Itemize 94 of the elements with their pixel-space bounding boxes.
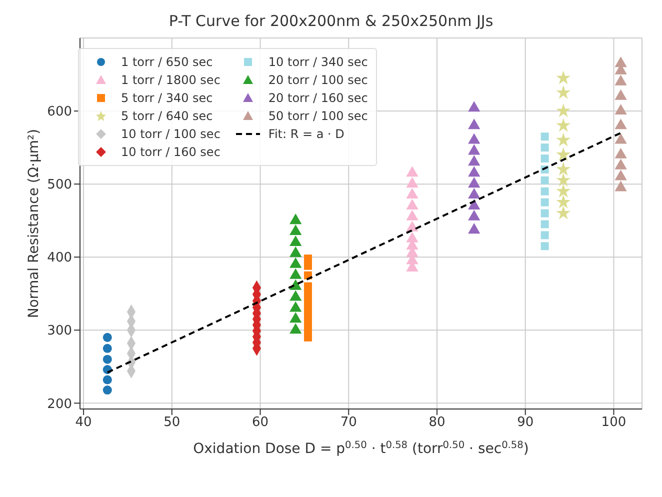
point (556, 85, 571, 99)
point (102, 375, 112, 384)
point (614, 180, 627, 192)
point (540, 187, 549, 196)
point (614, 133, 627, 144)
point (406, 177, 418, 188)
legend-label: 20 torr / 160 sec (268, 91, 368, 105)
point (614, 170, 627, 180)
x-tick-label: 60 (252, 415, 269, 430)
point (614, 104, 627, 115)
point (614, 148, 627, 158)
y-tick-label: 600 (47, 104, 72, 120)
point (556, 162, 571, 176)
point (290, 301, 302, 312)
point (406, 210, 418, 220)
point (556, 206, 571, 220)
point (406, 188, 418, 199)
x-tick-label: 90 (517, 415, 534, 430)
x-tick-label: 70 (340, 415, 357, 430)
point (406, 166, 418, 177)
point (614, 89, 627, 100)
point (290, 235, 302, 246)
y-tick-label: 300 (47, 324, 72, 339)
point (468, 210, 480, 220)
point (304, 312, 312, 320)
point (556, 172, 571, 187)
legend-label: Fit: R = a · D (268, 127, 344, 141)
point (556, 147, 571, 161)
point (290, 268, 302, 279)
point (540, 154, 549, 162)
legend-label: 5 torr / 640 sec (121, 109, 213, 123)
y-tick-label: 400 (47, 250, 72, 266)
point (290, 312, 302, 323)
point (556, 184, 571, 198)
point (290, 290, 302, 301)
legend-label: 10 torr / 100 sec (121, 127, 220, 141)
legend-label: 1 torr / 650 sec (121, 55, 213, 69)
point (468, 166, 480, 177)
point (468, 144, 480, 155)
point (540, 242, 549, 250)
point (290, 214, 302, 224)
point (556, 132, 571, 146)
point (468, 101, 480, 112)
y-tick-label: 500 (47, 178, 72, 193)
point (290, 246, 302, 257)
point (556, 70, 571, 84)
point (468, 133, 480, 144)
chart-title: P-T Curve for 200x200nm & 250x250nm JJs (168, 12, 494, 30)
point (304, 254, 312, 263)
point (468, 188, 480, 199)
point (468, 118, 480, 130)
point (468, 177, 480, 188)
point (304, 333, 312, 342)
point (556, 103, 571, 118)
point (540, 176, 549, 184)
legend-label: 10 torr / 340 sec (268, 55, 368, 69)
y-axis-title: Normal Resistance (Ω·μm²) (26, 128, 42, 318)
legend-label: 1 torr / 1800 sec (121, 73, 220, 87)
text: Oxidation Dose D = p$^{0.50}$ · t$^{0.58}$ (torr$^{0.50}$ · sec$^{0.58}$) (193, 440, 529, 457)
point (290, 257, 302, 268)
point (540, 198, 549, 206)
x-tick-label: 80 (428, 415, 446, 430)
y-tick-label: 200 (47, 396, 72, 412)
x-tick-label: 50 (164, 415, 180, 430)
point (614, 74, 627, 86)
point (304, 262, 312, 270)
point (468, 223, 480, 234)
point (406, 232, 418, 242)
point (102, 386, 112, 395)
point (556, 194, 571, 208)
point (304, 296, 312, 305)
point (614, 158, 627, 170)
point (614, 56, 627, 68)
legend-label: 20 torr / 100 sec (268, 73, 368, 87)
point (614, 118, 627, 130)
point (102, 344, 112, 353)
point (540, 209, 549, 218)
point (468, 155, 480, 166)
point (468, 198, 480, 210)
point (304, 318, 312, 327)
point (406, 198, 418, 210)
point (540, 231, 549, 240)
point (290, 323, 302, 334)
legend-label: 5 torr / 340 sec (121, 91, 213, 105)
point (102, 332, 112, 342)
point (102, 354, 112, 364)
point (540, 220, 549, 228)
point (290, 224, 302, 236)
legend-label: 50 torr / 100 sec (268, 109, 368, 123)
x-tick-label: 100 (601, 415, 626, 430)
point (556, 118, 571, 132)
x-tick-label: 40 (75, 415, 92, 430)
legend-label: 10 torr / 160 sec (121, 145, 220, 159)
point (304, 282, 312, 290)
